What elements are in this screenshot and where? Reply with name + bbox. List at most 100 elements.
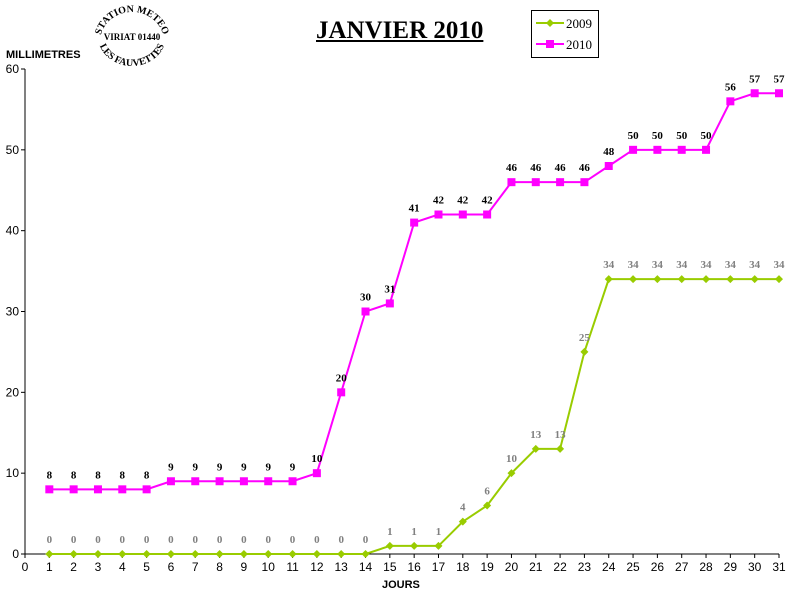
x-tick-label: 21 bbox=[529, 560, 543, 574]
x-tick-label: 4 bbox=[119, 560, 126, 574]
data-label-2009: 0 bbox=[314, 534, 320, 546]
data-label-2010: 48 bbox=[603, 146, 615, 158]
data-point-2009 bbox=[750, 275, 759, 284]
data-point-2009 bbox=[775, 275, 783, 284]
data-point-2010 bbox=[142, 485, 151, 494]
data-label-2010: 9 bbox=[168, 461, 174, 473]
data-point-2010 bbox=[556, 178, 565, 187]
data-label-2010: 50 bbox=[701, 130, 713, 142]
x-tick-label: 18 bbox=[456, 560, 470, 574]
data-point-2009 bbox=[312, 550, 321, 558]
data-point-2010 bbox=[604, 162, 613, 170]
data-point-2009 bbox=[337, 550, 346, 558]
data-point-2010 bbox=[775, 89, 783, 98]
data-label-2010: 9 bbox=[217, 461, 223, 473]
x-tick-label: 10 bbox=[262, 560, 276, 574]
data-label-2009: 1 bbox=[436, 526, 442, 538]
data-point-2010 bbox=[458, 210, 467, 219]
data-label-2010: 46 bbox=[530, 162, 542, 174]
x-tick-label: 17 bbox=[432, 560, 446, 574]
data-label-2010: 46 bbox=[555, 162, 567, 174]
x-tick-label: 11 bbox=[286, 560, 299, 574]
data-label-2009: 0 bbox=[71, 534, 77, 546]
data-label-2010: 8 bbox=[144, 469, 150, 481]
y-tick-label: 30 bbox=[6, 305, 20, 319]
data-label-2010: 41 bbox=[409, 203, 420, 215]
data-point-2009 bbox=[653, 275, 662, 284]
data-point-2009 bbox=[604, 275, 613, 284]
data-point-2009 bbox=[702, 275, 711, 284]
data-label-2010: 30 bbox=[360, 292, 372, 304]
data-label-2009: 34 bbox=[749, 259, 761, 271]
data-label-2009: 0 bbox=[144, 534, 150, 546]
data-point-2009 bbox=[531, 444, 540, 453]
data-point-2009 bbox=[507, 469, 516, 478]
x-tick-label: 13 bbox=[335, 560, 349, 574]
data-point-2010 bbox=[580, 178, 589, 187]
y-tick-label: 10 bbox=[6, 466, 20, 480]
data-label-2009: 13 bbox=[530, 429, 542, 441]
data-point-2009 bbox=[629, 275, 638, 284]
data-label-2009: 34 bbox=[676, 259, 688, 271]
data-point-2010 bbox=[410, 218, 419, 227]
x-tick-label: 30 bbox=[748, 560, 762, 574]
x-tick-label: 24 bbox=[602, 560, 616, 574]
x-axis-label: JOURS bbox=[382, 579, 420, 591]
data-point-2010 bbox=[361, 307, 370, 316]
data-label-2009: 0 bbox=[120, 534, 126, 546]
x-tick-label: 8 bbox=[216, 560, 223, 574]
data-label-2010: 46 bbox=[579, 162, 591, 174]
x-tick-label: 22 bbox=[553, 560, 567, 574]
legend-label-2009: 2009 bbox=[566, 16, 592, 31]
x-tick-label: 19 bbox=[480, 560, 494, 574]
data-point-2010 bbox=[264, 477, 273, 486]
x-tick-label: 14 bbox=[359, 560, 373, 574]
x-tick-label: 5 bbox=[143, 560, 150, 574]
data-label-2010: 42 bbox=[433, 195, 445, 207]
data-point-2010 bbox=[653, 145, 662, 154]
data-label-2009: 34 bbox=[652, 259, 664, 271]
x-tick-label: 6 bbox=[168, 560, 175, 574]
data-point-2009 bbox=[434, 541, 443, 550]
data-point-2009 bbox=[118, 550, 127, 558]
data-point-2010 bbox=[69, 485, 78, 494]
y-tick-label: 0 bbox=[12, 547, 19, 561]
data-label-2010: 8 bbox=[120, 469, 126, 481]
data-point-2010 bbox=[434, 210, 443, 219]
y-tick-label: 40 bbox=[6, 224, 20, 238]
data-label-2009: 0 bbox=[95, 534, 101, 546]
x-tick-label: 27 bbox=[675, 560, 689, 574]
data-point-2009 bbox=[288, 550, 297, 558]
data-label-2009: 10 bbox=[506, 453, 518, 465]
data-point-2010 bbox=[702, 145, 711, 154]
x-tick-label: 23 bbox=[578, 560, 592, 574]
data-label-2010: 57 bbox=[749, 73, 761, 85]
chart-title: JANVIER 2010 bbox=[316, 17, 484, 44]
data-label-2009: 25 bbox=[579, 332, 591, 344]
data-point-2010 bbox=[45, 485, 54, 494]
data-point-2009 bbox=[580, 347, 589, 356]
x-tick-label: 15 bbox=[383, 560, 397, 574]
data-label-2009: 13 bbox=[555, 429, 567, 441]
x-tick-label: 1 bbox=[46, 560, 53, 574]
data-point-2009 bbox=[483, 501, 492, 510]
data-point-2009 bbox=[93, 550, 102, 558]
data-label-2010: 50 bbox=[652, 130, 664, 142]
legend-item-2009: 2009 bbox=[532, 14, 598, 32]
data-point-2009 bbox=[385, 541, 394, 550]
data-label-2010: 9 bbox=[193, 461, 199, 473]
x-tick-label: 29 bbox=[724, 560, 738, 574]
y-tick-label: 20 bbox=[6, 385, 20, 399]
svg-text:LES FAUVETTES: LES FAUVETTES bbox=[97, 42, 167, 69]
data-point-2010 bbox=[166, 477, 175, 486]
data-point-2010 bbox=[288, 477, 297, 486]
data-point-2009 bbox=[191, 550, 200, 558]
data-label-2010: 8 bbox=[47, 469, 53, 481]
data-label-2009: 0 bbox=[241, 534, 247, 546]
legend: 2009 2010 bbox=[531, 10, 599, 58]
data-point-2010 bbox=[629, 145, 638, 154]
x-tick-label: 25 bbox=[626, 560, 640, 574]
legend-swatch-2010 bbox=[536, 40, 564, 48]
data-label-2009: 34 bbox=[701, 259, 713, 271]
